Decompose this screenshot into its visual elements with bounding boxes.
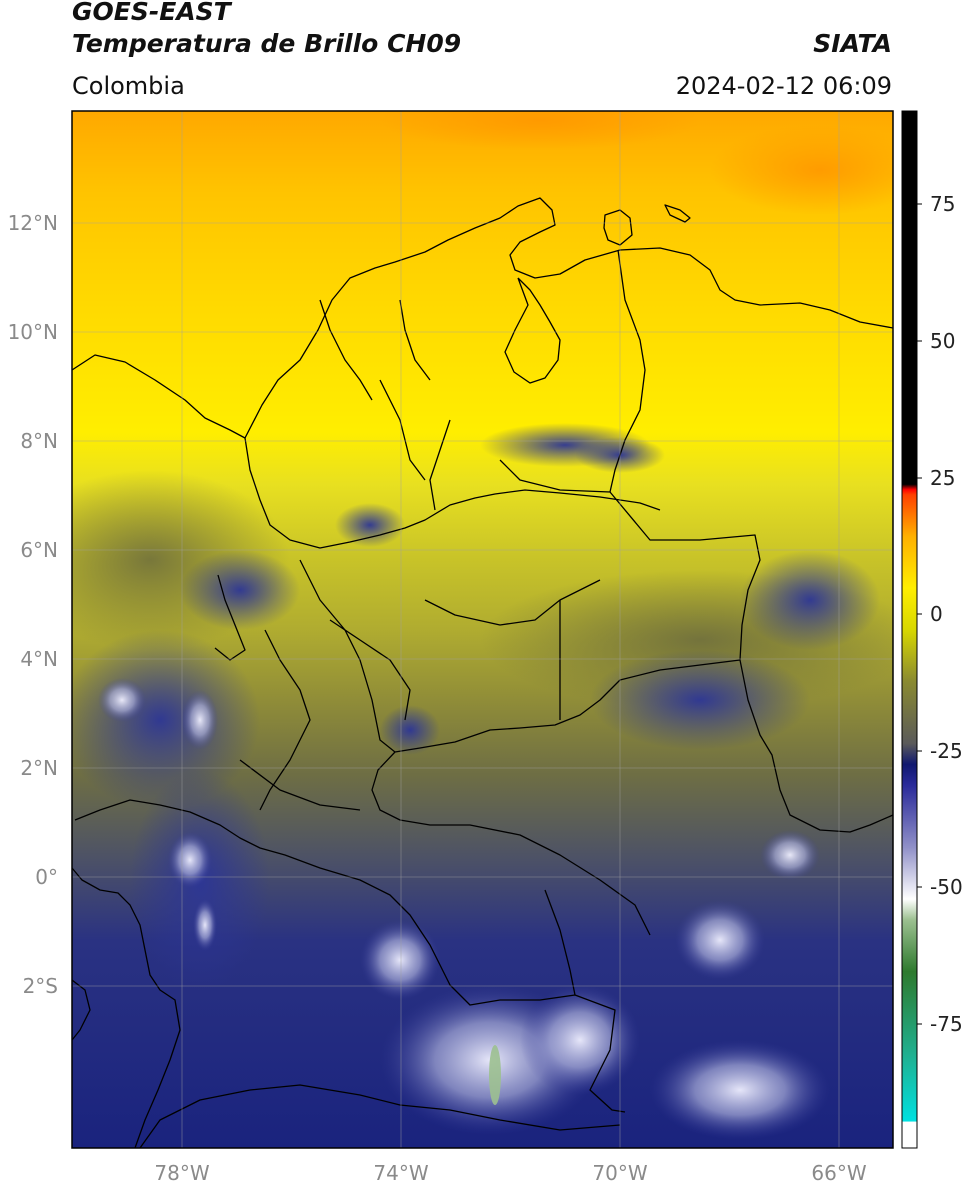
coastline-and-borders <box>72 197 893 1148</box>
colorbar-ticks <box>917 203 922 1025</box>
map-frame <box>71 110 894 1149</box>
region-label: Colombia <box>72 72 185 100</box>
cold-cloud-top <box>168 832 212 888</box>
warm-region <box>380 111 700 150</box>
colorbar <box>901 110 918 1149</box>
colorbar-tick-label: -50 <box>930 875 963 899</box>
cold-cloud-top <box>98 678 146 722</box>
lat-tick-label: 6°N <box>20 538 58 562</box>
cold-cloud-patch <box>590 650 810 750</box>
cold-cloud-top <box>520 985 640 1095</box>
datetime-label: 2024-02-12 06:09 <box>675 72 892 100</box>
agency-label: SIATA <box>813 29 892 58</box>
lon-tick-label: 78°W <box>154 1161 209 1185</box>
colorbar-tick-label: -25 <box>930 739 963 763</box>
graticule <box>72 111 893 1148</box>
cold-cloud-patch <box>740 550 880 650</box>
warm-region <box>710 125 893 215</box>
lat-tick-label: 2°N <box>20 756 58 780</box>
lat-tick-label: 0° <box>35 865 58 889</box>
lat-tick-label: 4°N <box>20 647 58 671</box>
cold-cloud-top <box>675 900 765 980</box>
colorbar-tick-label: 0 <box>930 602 943 626</box>
cold-cloud-top <box>360 920 440 1000</box>
lon-tick-label: 70°W <box>592 1161 647 1185</box>
lat-tick-label: 10°N <box>8 320 58 344</box>
colorbar-tick-label: 75 <box>930 192 955 216</box>
cold-cloud-patch <box>335 503 405 547</box>
cold-cloud-top <box>760 830 820 880</box>
cold-cloud-top <box>182 690 218 750</box>
colorbar-tick-label: -75 <box>930 1012 963 1036</box>
lon-tick-label: 74°W <box>373 1161 428 1185</box>
cold-cloud-patch <box>180 550 300 630</box>
lat-tick-label: 2°S <box>23 974 58 998</box>
colorbar-tick-label: 25 <box>930 466 955 490</box>
cold-cloud-top <box>650 1040 830 1140</box>
cold-cloud-patch <box>72 630 260 810</box>
lon-tick-label: 66°W <box>811 1161 866 1185</box>
satellite-title: GOES-EAST <box>72 0 231 26</box>
cold-cloud-top <box>193 899 217 951</box>
lat-tick-label: 8°N <box>20 429 58 453</box>
lat-tick-label: 12°N <box>8 211 58 235</box>
cold-cloud-patch <box>380 705 440 755</box>
product-title: Temperatura de Brillo CH09 <box>72 29 462 58</box>
colorbar-tick-label: 50 <box>930 329 955 353</box>
coldest-core <box>489 1045 501 1105</box>
